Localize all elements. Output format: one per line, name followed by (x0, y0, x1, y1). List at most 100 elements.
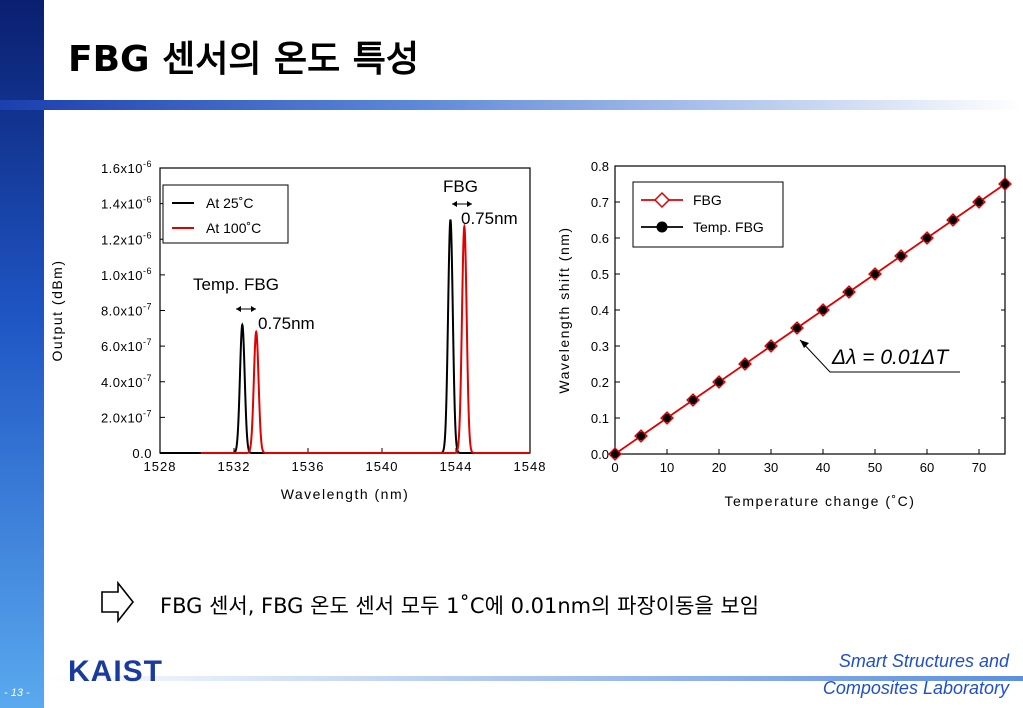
fbg-point (998, 177, 1012, 191)
fbg-point (946, 213, 960, 227)
annotation-fbg: FBG (443, 177, 478, 196)
x-tick-label: 10 (660, 460, 674, 475)
footer-bar (44, 676, 1023, 681)
fbg-point (790, 321, 804, 335)
y-tick-label: 0.0 (132, 446, 152, 461)
legend-label: At 100˚C (206, 220, 261, 236)
lab-name: Smart Structures and Composites Laborato… (823, 648, 1009, 702)
x-axis-label: Temperature change (˚C) (725, 493, 916, 509)
temp-fbg-point (844, 287, 854, 297)
wavelength-shift-chart: 0 10 20 30 40 50 60 70 0.0 0.1 0.2 0.3 0.4 0.5 0.6 0.7 0… (556, 159, 1012, 509)
x-axis-label: Wavelength (nm) (281, 486, 410, 502)
equation-annotation: Δλ = 0.01ΔT (831, 346, 950, 369)
x-tick-label: 1548 (514, 459, 547, 474)
y-tick-label: 0.2 (591, 375, 609, 390)
y-tick-label: 0.0 (591, 447, 609, 462)
y-tick-label: 0.6 (591, 231, 609, 246)
shift-arrowheads-temp-fbg (236, 306, 256, 312)
legend-label: Temp. FBG (693, 219, 764, 235)
x-tick-label: 50 (868, 460, 882, 475)
shift-arrowheads-fbg (452, 201, 472, 207)
left-sidebar-band (0, 0, 44, 708)
temp-fbg-point (688, 395, 698, 405)
y-tick-label: 0.1 (591, 411, 609, 426)
x-tick-label: 30 (764, 460, 778, 475)
y-tick-label: 6.0x10-7 (101, 337, 152, 354)
equation-leader-arrowhead (800, 340, 809, 348)
y-tick-label: 0.7 (591, 195, 609, 210)
title-underline-bar (0, 100, 1023, 110)
temp-fbg-point (922, 233, 932, 243)
legend-label: At 25˚C (206, 195, 253, 211)
fbg-point (738, 357, 752, 371)
y-tick-label: 0.3 (591, 339, 609, 354)
fit-line (614, 183, 1006, 455)
y-tick-label: 2.0x10-7 (101, 408, 152, 425)
fbg-point (816, 303, 830, 317)
y-tick-label: 0.8 (591, 159, 609, 174)
series-line-0 (160, 219, 530, 454)
fbg-point (920, 231, 934, 245)
x-tick-label: 1528 (144, 459, 177, 474)
x-tick-label: 1544 (440, 459, 473, 474)
annotation-temp-fbg: Temp. FBG (193, 275, 279, 294)
fbg-point (894, 249, 908, 263)
summary-text: FBG 센서, FBG 온도 센서 모두 1˚C에 0.01nm의 파장이동을 … (160, 594, 760, 618)
slide-title: FBG 센서의 온도 특성 (68, 39, 420, 80)
lab-name-line2: Composites Laboratory (822, 678, 1009, 698)
x-tick-label: 1536 (292, 459, 325, 474)
annotation-temp-fbg-shift: 0.75nm (258, 314, 315, 333)
fbg-point (686, 393, 700, 407)
y-tick-label: 0.5 (591, 267, 609, 282)
series-line-1 (200, 222, 530, 454)
fbg-point (868, 267, 882, 281)
fbg-point (634, 429, 648, 443)
y-axis-label: Wavelength shift (nm) (556, 226, 572, 393)
temp-fbg-point (818, 305, 828, 315)
page-number: - 13 - (4, 687, 30, 699)
fbg-point (712, 375, 726, 389)
temp-fbg-point (766, 341, 776, 351)
temp-fbg-point (948, 215, 958, 225)
temp-fbg-point (610, 449, 620, 459)
fbg-point (660, 411, 674, 425)
x-tick-label: 40 (816, 460, 830, 475)
y-tick-label: 1.2x10-6 (101, 230, 152, 247)
temp-fbg-point (974, 197, 984, 207)
temp-fbg-point (896, 251, 906, 261)
temp-fbg-point (636, 431, 646, 441)
equation-leader-line (799, 339, 960, 373)
x-tick-label: 0 (611, 460, 618, 475)
legend-marker (653, 191, 671, 209)
fbg-point (972, 195, 986, 209)
y-tick-label: 0.4 (591, 303, 609, 318)
temp-fbg-point (792, 323, 802, 333)
temp-fbg-point (714, 377, 724, 387)
fbg-point (608, 447, 622, 461)
kaist-logo: KAIST (68, 655, 163, 688)
temp-fbg-point (662, 413, 672, 423)
x-tick-label: 20 (712, 460, 726, 475)
x-tick-label: 70 (972, 460, 986, 475)
spectrum-chart: 1528 1532 1536 1540 1544 1548 0.0 2.0x10-7 4.0x1… (49, 159, 547, 502)
lab-name-line1: Smart Structures and (838, 651, 1009, 671)
y-tick-label: 4.0x10-7 (101, 373, 152, 390)
legend-box (632, 181, 784, 248)
temp-fbg-point (740, 359, 750, 369)
y-tick-label: 1.4x10-6 (101, 195, 152, 212)
fbg-point (764, 339, 778, 353)
y-tick-label: 8.0x10-7 (101, 302, 152, 319)
y-tick-label: 1.0x10-6 (101, 266, 152, 283)
legend-box (162, 184, 289, 244)
temp-fbg-point (1000, 179, 1010, 189)
y-tick-label: 1.6x10-6 (101, 159, 152, 176)
legend-label: FBG (693, 192, 722, 208)
fbg-point (842, 285, 856, 299)
temp-fbg-point (870, 269, 880, 279)
legend-marker (656, 221, 668, 233)
y-axis-label: Output (dBm) (49, 259, 65, 361)
x-tick-label: 1540 (366, 459, 399, 474)
hollow-right-arrow-icon (101, 580, 135, 624)
x-tick-label: 60 (920, 460, 934, 475)
annotation-fbg-shift: 0.75nm (461, 209, 518, 228)
